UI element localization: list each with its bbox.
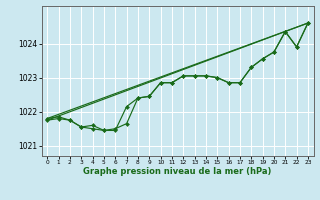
X-axis label: Graphe pression niveau de la mer (hPa): Graphe pression niveau de la mer (hPa) <box>84 167 272 176</box>
